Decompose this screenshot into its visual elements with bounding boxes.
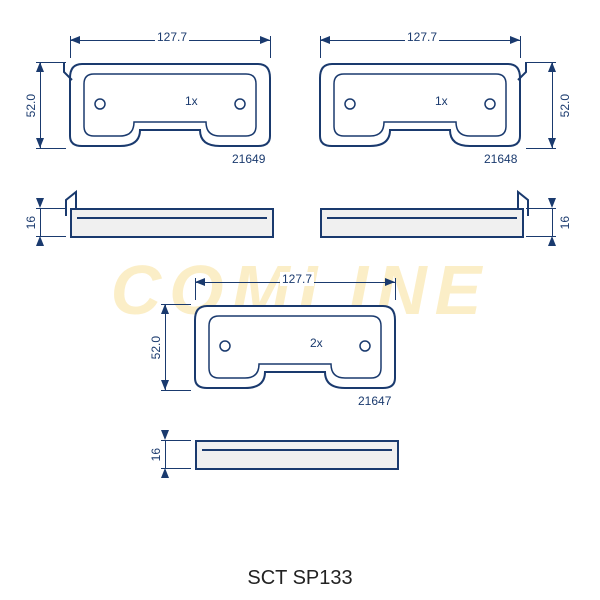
side-view-bottom: [195, 440, 399, 470]
ext-line: [161, 390, 191, 391]
dim-line: [552, 208, 553, 236]
ext-line: [526, 208, 556, 209]
dim-line: [552, 62, 553, 148]
part-id-tr: 21648: [484, 152, 517, 166]
ext-line: [36, 208, 66, 209]
qty-tr: 1x: [435, 94, 448, 108]
ext-line: [520, 36, 521, 58]
dim-arrow: [70, 36, 80, 44]
dim-height-tr: 52.0: [558, 92, 572, 119]
ext-line: [161, 440, 191, 441]
qty-b: 2x: [310, 336, 323, 350]
caption-text: SCT SP133: [0, 567, 600, 590]
dim-thick-b: 16: [149, 446, 163, 463]
dim-thick-mr: 16: [558, 214, 572, 231]
dim-arrow: [36, 236, 44, 246]
dim-arrow: [161, 304, 169, 314]
dim-height-b: 52.0: [149, 334, 163, 361]
dim-line: [40, 208, 41, 236]
dim-line: [40, 62, 41, 148]
clip-icon: [60, 188, 90, 218]
dim-arrow: [320, 36, 330, 44]
pad-bottom: [195, 300, 395, 392]
dim-line: [165, 304, 166, 390]
dim-arrow: [548, 236, 556, 246]
dim-width-tr: 127.7: [405, 30, 439, 44]
dim-arrow: [161, 468, 169, 478]
dim-line: [165, 440, 166, 468]
dim-arrow: [548, 198, 556, 208]
pad-top-right: [320, 58, 520, 150]
dim-arrow: [161, 430, 169, 440]
part-id-b: 21647: [358, 394, 391, 408]
ext-line: [395, 278, 396, 300]
side-view-left: [70, 208, 274, 238]
ext-line: [36, 148, 66, 149]
dim-thick-ml: 16: [24, 214, 38, 231]
dim-arrow: [36, 198, 44, 208]
dim-height-tl: 52.0: [24, 92, 38, 119]
dim-arrow: [260, 36, 270, 44]
dim-arrow: [510, 36, 520, 44]
dim-width-b: 127.7: [280, 272, 314, 286]
pad-top-left: [70, 58, 270, 150]
dim-arrow: [36, 62, 44, 72]
dim-arrow: [548, 62, 556, 72]
dim-arrow: [385, 278, 395, 286]
dim-width-tl: 127.7: [155, 30, 189, 44]
dim-arrow: [36, 138, 44, 148]
ext-line: [270, 36, 271, 58]
ext-line: [526, 148, 556, 149]
clip-icon: [504, 188, 534, 218]
side-view-right: [320, 208, 524, 238]
diagram-canvas: COMLINE 127.7 1x 21649 52.0 127.7 1x 21: [0, 0, 600, 600]
part-id-tl: 21649: [232, 152, 265, 166]
dim-arrow: [548, 138, 556, 148]
qty-tl: 1x: [185, 94, 198, 108]
dim-arrow: [195, 278, 205, 286]
dim-arrow: [161, 380, 169, 390]
